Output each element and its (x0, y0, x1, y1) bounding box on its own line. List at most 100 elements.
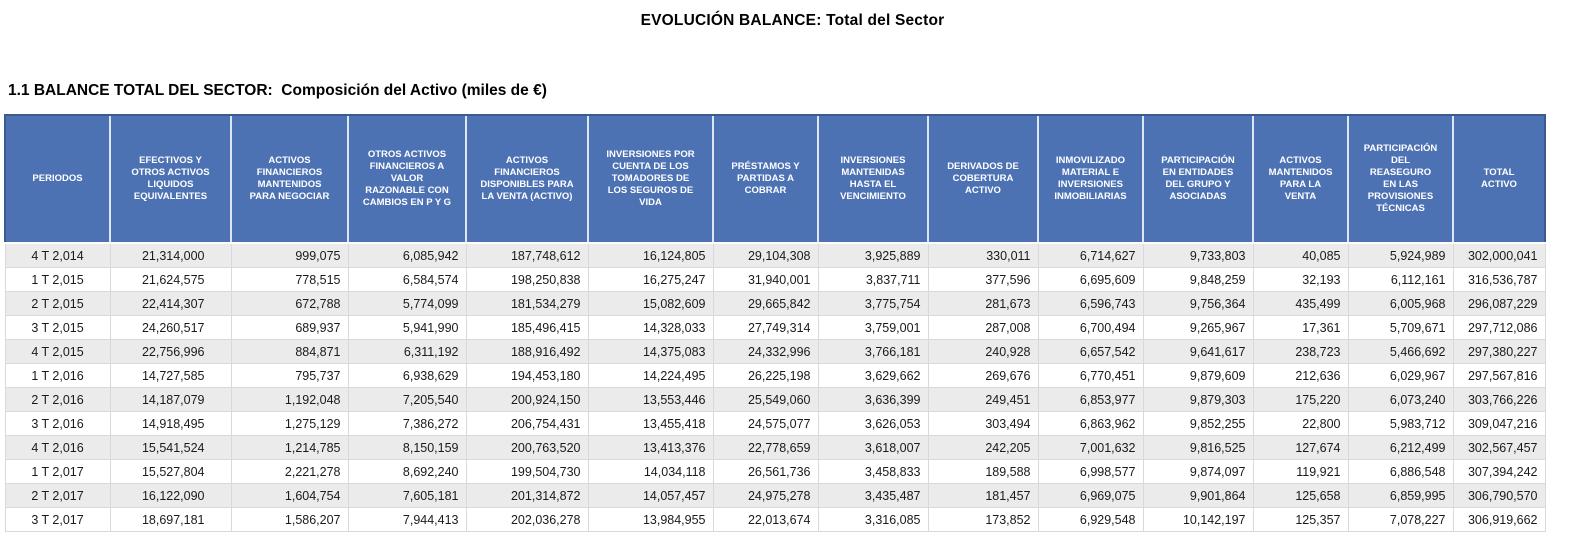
value-cell: 307,394,242 (1452, 459, 1546, 484)
value-cell: 29,665,842 (712, 291, 819, 316)
value-cell: 302,000,041 (1452, 242, 1546, 268)
value-cell: 17,361 (1252, 315, 1349, 340)
value-cell: 14,328,033 (587, 315, 714, 340)
period-cell: 1 T 2,016 (4, 363, 111, 388)
value-cell: 9,816,525 (1142, 435, 1254, 460)
value-cell: 202,036,278 (465, 507, 589, 532)
value-cell: 5,941,990 (347, 315, 467, 340)
value-cell: 27,749,314 (712, 315, 819, 340)
table-row: 2 T 2,017 16,122,090 1,604,754 7,605,181 201… (4, 483, 1546, 508)
value-cell: 15,541,524 (109, 435, 232, 460)
value-cell: 194,453,180 (465, 363, 589, 388)
value-cell: 125,658 (1252, 483, 1349, 508)
value-cell: 6,863,962 (1037, 411, 1144, 436)
value-cell: 187,748,612 (465, 242, 589, 268)
value-cell: 16,124,805 (587, 242, 714, 268)
value-cell: 9,733,803 (1142, 242, 1254, 268)
value-cell: 32,193 (1252, 267, 1349, 292)
table-row: 4 T 2,014 21,314,000 999,075 6,085,942 187,7… (4, 242, 1546, 268)
section-title: 1.1 BALANCE TOTAL DEL SECTOR: Composició… (8, 82, 547, 99)
value-cell: 6,657,542 (1037, 339, 1144, 364)
table-header: PERIODOS EFECTIVOS Y OTROS ACTIVOS LIQUID… (4, 114, 1546, 244)
value-cell: 296,087,229 (1452, 291, 1546, 316)
value-cell: 6,112,161 (1347, 267, 1454, 292)
period-cell: 1 T 2,017 (4, 459, 111, 484)
value-cell: 6,700,494 (1037, 315, 1144, 340)
value-cell: 1,214,785 (230, 435, 349, 460)
value-cell: 303,766,226 (1452, 387, 1546, 412)
value-cell: 9,265,967 (1142, 315, 1254, 340)
value-cell: 24,260,517 (109, 315, 232, 340)
period-cell: 4 T 2,016 (4, 435, 111, 460)
value-cell: 22,800 (1252, 411, 1349, 436)
value-cell: 22,414,307 (109, 291, 232, 316)
value-cell: 125,357 (1252, 507, 1349, 532)
value-cell: 6,073,240 (1347, 387, 1454, 412)
column-header-5: ACTIVOS FINANCIEROS DISPONIBLES PARA LA … (465, 114, 588, 244)
value-cell: 7,944,413 (347, 507, 467, 532)
value-cell: 175,220 (1252, 387, 1349, 412)
value-cell: 198,250,838 (465, 267, 589, 292)
period-cell: 2 T 2,017 (4, 483, 111, 508)
value-cell: 330,011 (927, 242, 1039, 268)
period-cell: 4 T 2,014 (4, 242, 111, 268)
value-cell: 7,078,227 (1347, 507, 1454, 532)
column-header-7: PRÉSTAMOS Y PARTIDAS A COBRAR (712, 114, 818, 244)
value-cell: 6,853,977 (1037, 387, 1144, 412)
value-cell: 8,150,159 (347, 435, 467, 460)
value-cell: 21,314,000 (109, 242, 232, 268)
column-header-14: TOTAL ACTIVO (1452, 114, 1546, 244)
value-cell: 9,848,259 (1142, 267, 1254, 292)
value-cell: 14,918,495 (109, 411, 232, 436)
value-cell: 199,504,730 (465, 459, 589, 484)
value-cell: 3,766,181 (817, 339, 929, 364)
value-cell: 21,624,575 (109, 267, 232, 292)
value-cell: 3,837,711 (817, 267, 929, 292)
column-header-9: DERIVADOS DE COBERTURA ACTIVO (927, 114, 1038, 244)
value-cell: 9,874,097 (1142, 459, 1254, 484)
table-header-row: PERIODOS EFECTIVOS Y OTROS ACTIVOS LIQUID… (4, 114, 1546, 244)
value-cell: 185,496,415 (465, 315, 589, 340)
table-row: 4 T 2,015 22,756,996 884,871 6,311,192 188,9… (4, 339, 1546, 364)
value-cell: 14,375,083 (587, 339, 714, 364)
value-cell: 2,221,278 (230, 459, 349, 484)
value-cell: 127,674 (1252, 435, 1349, 460)
value-cell: 14,034,118 (587, 459, 714, 484)
value-cell: 5,924,989 (1347, 242, 1454, 268)
value-cell: 3,316,085 (817, 507, 929, 532)
value-cell: 302,567,457 (1452, 435, 1546, 460)
value-cell: 6,311,192 (347, 339, 467, 364)
table-body: 4 T 2,014 21,314,000 999,075 6,085,942 187,7… (4, 242, 1546, 532)
table-row: 2 T 2,015 22,414,307 672,788 5,774,099 181,5… (4, 291, 1546, 316)
value-cell: 3,775,754 (817, 291, 929, 316)
value-cell: 14,224,495 (587, 363, 714, 388)
column-header-1: PERIODOS (4, 114, 110, 244)
value-cell: 884,871 (230, 339, 349, 364)
value-cell: 1,586,207 (230, 507, 349, 532)
value-cell: 181,457 (927, 483, 1039, 508)
value-cell: 9,641,617 (1142, 339, 1254, 364)
value-cell: 6,695,609 (1037, 267, 1144, 292)
value-cell: 16,122,090 (109, 483, 232, 508)
value-cell: 13,553,446 (587, 387, 714, 412)
table-row: 4 T 2,016 15,541,524 1,214,785 8,150,159 200… (4, 435, 1546, 460)
value-cell: 14,187,079 (109, 387, 232, 412)
value-cell: 240,928 (927, 339, 1039, 364)
period-cell: 2 T 2,015 (4, 291, 111, 316)
value-cell: 7,001,632 (1037, 435, 1144, 460)
value-cell: 3,626,053 (817, 411, 929, 436)
period-cell: 4 T 2,015 (4, 339, 111, 364)
value-cell: 201,314,872 (465, 483, 589, 508)
value-cell: 6,998,577 (1037, 459, 1144, 484)
value-cell: 306,790,570 (1452, 483, 1546, 508)
period-cell: 2 T 2,016 (4, 387, 111, 412)
column-header-2: EFECTIVOS Y OTROS ACTIVOS LIQUIDOS EQUIV… (109, 114, 231, 244)
value-cell: 3,629,662 (817, 363, 929, 388)
value-cell: 200,924,150 (465, 387, 589, 412)
value-cell: 281,673 (927, 291, 1039, 316)
value-cell: 26,225,198 (712, 363, 819, 388)
value-cell: 9,879,303 (1142, 387, 1254, 412)
column-header-8: INVERSIONES MANTENIDAS HASTA EL VENCIMIE… (817, 114, 928, 244)
value-cell: 173,852 (927, 507, 1039, 532)
value-cell: 10,142,197 (1142, 507, 1254, 532)
